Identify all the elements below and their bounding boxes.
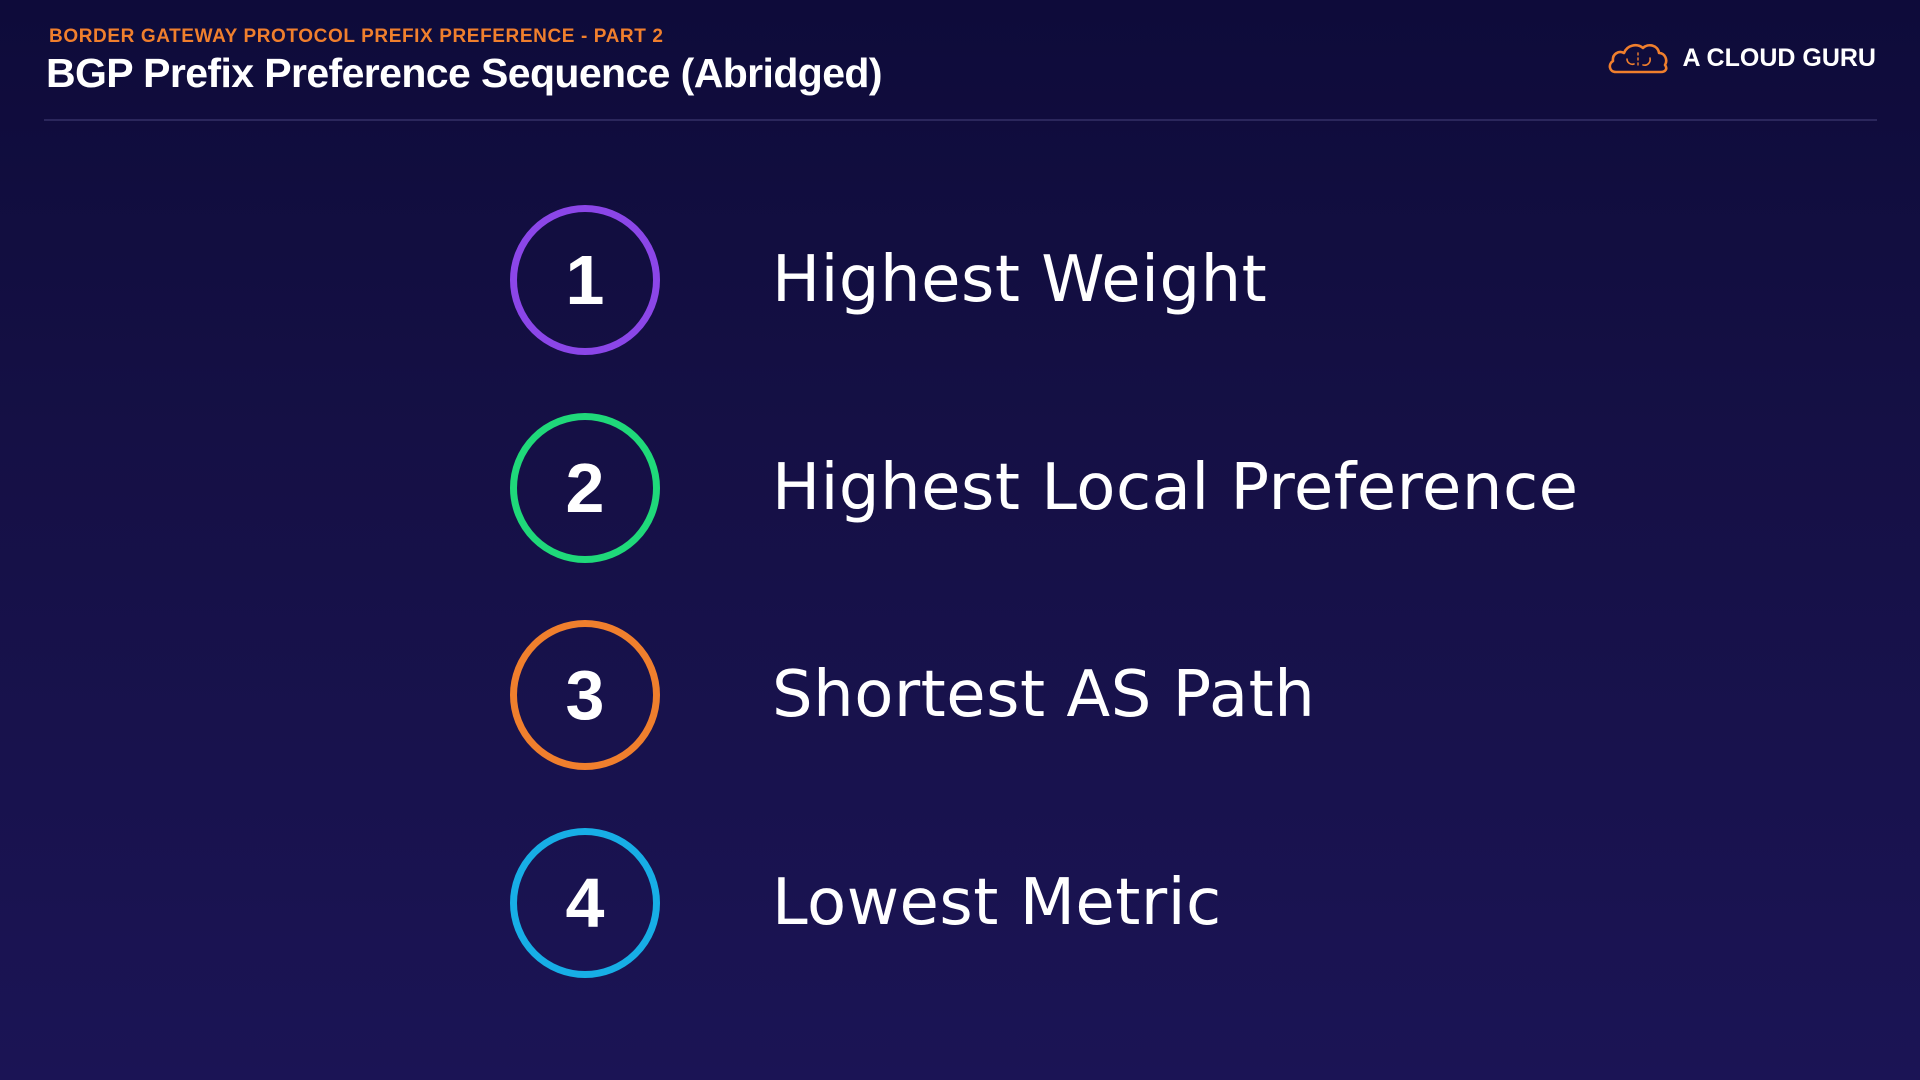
step-item-1: 1 Highest Weight — [510, 205, 1710, 355]
step-4-circle: 4 — [510, 828, 660, 978]
step-1-circle: 1 — [510, 205, 660, 355]
slide-header: BORDER GATEWAY PROTOCOL PREFIX PREFERENC… — [46, 24, 1876, 120]
step-item-2: 2 Highest Local Preference — [510, 413, 1710, 563]
brand-name: A CLOUD GURU — [1682, 43, 1876, 72]
step-item-3: 3 Shortest AS Path — [510, 620, 1710, 770]
step-4-label: Lowest Metric — [772, 866, 1222, 940]
step-2-circle: 2 — [510, 413, 660, 563]
step-3-number: 3 — [565, 656, 605, 734]
step-3-label: Shortest AS Path — [772, 658, 1316, 732]
header-divider — [44, 119, 1877, 121]
slide-subtitle: BORDER GATEWAY PROTOCOL PREFIX PREFERENC… — [49, 26, 664, 47]
step-2-label: Highest Local Preference — [772, 451, 1579, 525]
brand: A CLOUD GURU — [1606, 38, 1876, 78]
cloud-logo-icon — [1609, 43, 1668, 74]
slide-title: BGP Prefix Preference Sequence (Abridged… — [46, 50, 883, 96]
step-item-4: 4 Lowest Metric — [510, 828, 1710, 978]
step-3-circle: 3 — [510, 620, 660, 770]
step-1-label: Highest Weight — [772, 243, 1268, 317]
step-4-number: 4 — [565, 864, 605, 942]
step-2-number: 2 — [565, 449, 605, 527]
step-1-number: 1 — [565, 241, 605, 319]
